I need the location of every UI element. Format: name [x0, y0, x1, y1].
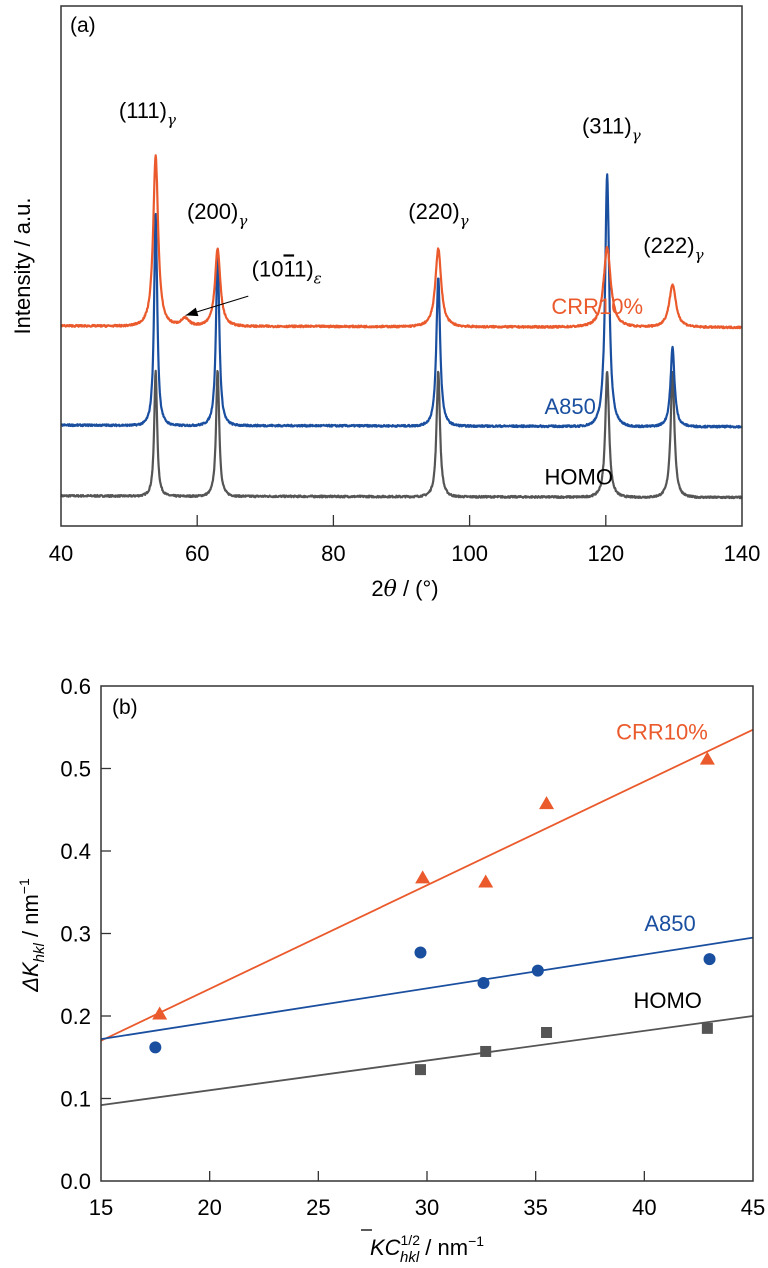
xrd-trace-homo [60, 369, 743, 500]
peak-annotations: (111)γ (200)γ(1011)ε (220)γ (311)γ (222)γ [119, 98, 704, 317]
y-axis-label-text: ΔKhkl / nm−1 [16, 878, 48, 993]
x-tick-label: 60 [185, 541, 209, 566]
x-tick-label: 80 [321, 541, 345, 566]
y-tick-label: 0.2 [60, 1004, 91, 1029]
y-axis-label: ΔKhkl / nm−1 [16, 878, 48, 993]
y-tick-label: 0.0 [60, 1169, 91, 1194]
series-label-a850: A850 [545, 394, 596, 419]
data-point-homo [701, 1022, 713, 1034]
peak-label: (222)γ [643, 233, 703, 264]
x-label-theta: θ [384, 577, 397, 602]
x-tick-label: 40 [632, 1195, 656, 1220]
x-axis-label: 2θ / (°) [371, 576, 438, 602]
data-point-homo [480, 1045, 492, 1057]
xrd-traces [60, 154, 743, 500]
data-point-a850 [149, 1041, 162, 1054]
x-tick-label: 35 [523, 1195, 547, 1220]
x-tick-label: 30 [415, 1195, 439, 1220]
axis-ticks: 15 20 25 30 35 40 45 0.0 0.1 0.2 0.3 0.4 0.5 0.6 [60, 674, 765, 1220]
y-tick-label: 0.3 [60, 922, 91, 947]
fit-line-homo [100, 1015, 754, 1106]
x-tick-label: 25 [306, 1195, 330, 1220]
panel-a-xrd-chart: 40 60 80 100 120 140 (111)γ (200)γ(1011)ε (220)… [10, 5, 761, 602]
peak-label: (111)γ [119, 98, 176, 129]
fit-line-a850 [100, 936, 754, 1040]
data-point-a850 [477, 977, 490, 989]
x-label-unit: / (°) [397, 576, 439, 601]
series-labels: CRR10% A850 HOMO [545, 294, 644, 490]
data-point-a850 [414, 946, 427, 959]
data-point-crr10 [152, 1006, 168, 1020]
data-point-crr10 [478, 874, 494, 888]
data-points [149, 751, 716, 1076]
x-tick-label: 40 [49, 541, 73, 566]
series-label-homo: HOMO [633, 988, 701, 1013]
x-label-two: 2 [371, 576, 383, 601]
data-point-homo [541, 1027, 553, 1038]
data-point-a850 [531, 964, 544, 977]
y-axis-label: Intensity / a.u. [10, 198, 35, 335]
panel-b-tag: (b) [112, 696, 138, 719]
peak-label: (200)γ [187, 199, 247, 230]
peak-label: (311)γ [582, 113, 641, 144]
xrd-trace-a850 [60, 173, 743, 429]
data-point-crr10 [415, 870, 431, 884]
x-axis-label: KC1/2 hkl / nm−1 [361, 1229, 484, 1266]
data-point-crr10 [699, 751, 715, 765]
series-label-a850: A850 [644, 911, 695, 936]
series-label-homo: HOMO [545, 464, 613, 489]
data-point-a850 [703, 953, 716, 966]
y-tick-label: 0.5 [60, 757, 91, 782]
y-tick-label: 0.6 [60, 674, 91, 699]
y-tick-label: 0.1 [60, 1087, 91, 1112]
annotation-arrow-head [185, 307, 199, 317]
series-label-crr10: CRR10% [616, 720, 708, 745]
data-point-crr10 [539, 796, 555, 810]
series-label-crr10: CRR10% [551, 294, 643, 319]
x-axis-ticks: 40 60 80 100 120 140 [49, 515, 761, 566]
x-tick-label: 20 [197, 1195, 221, 1220]
x-tick-label: 15 [89, 1195, 113, 1220]
data-point-homo [414, 1064, 426, 1076]
x-tick-label: 100 [451, 541, 488, 566]
fit-line-crr10 [100, 728, 754, 1042]
xrd-trace-crr10 [60, 154, 743, 330]
peak-label: (220)γ [408, 199, 468, 230]
series-labels: CRR10% A850 HOMO [616, 720, 708, 1013]
panel-a-tag: (a) [70, 14, 96, 37]
fit-lines [100, 728, 754, 1106]
peak-label: (1011)ε [252, 256, 322, 287]
plot-a-frame [60, 5, 743, 527]
x-axis-label-text: KC1/2 hkl / nm−1 [370, 1232, 484, 1266]
x-tick-label: 120 [587, 541, 624, 566]
panel-b-scatter-chart: 15 20 25 30 35 40 45 0.0 0.1 0.2 0.3 0.4 0.5 0.6 CRR1… [16, 674, 765, 1266]
y-tick-label: 0.4 [60, 839, 91, 864]
x-tick-label: 140 [724, 541, 761, 566]
x-tick-label: 45 [741, 1195, 765, 1220]
